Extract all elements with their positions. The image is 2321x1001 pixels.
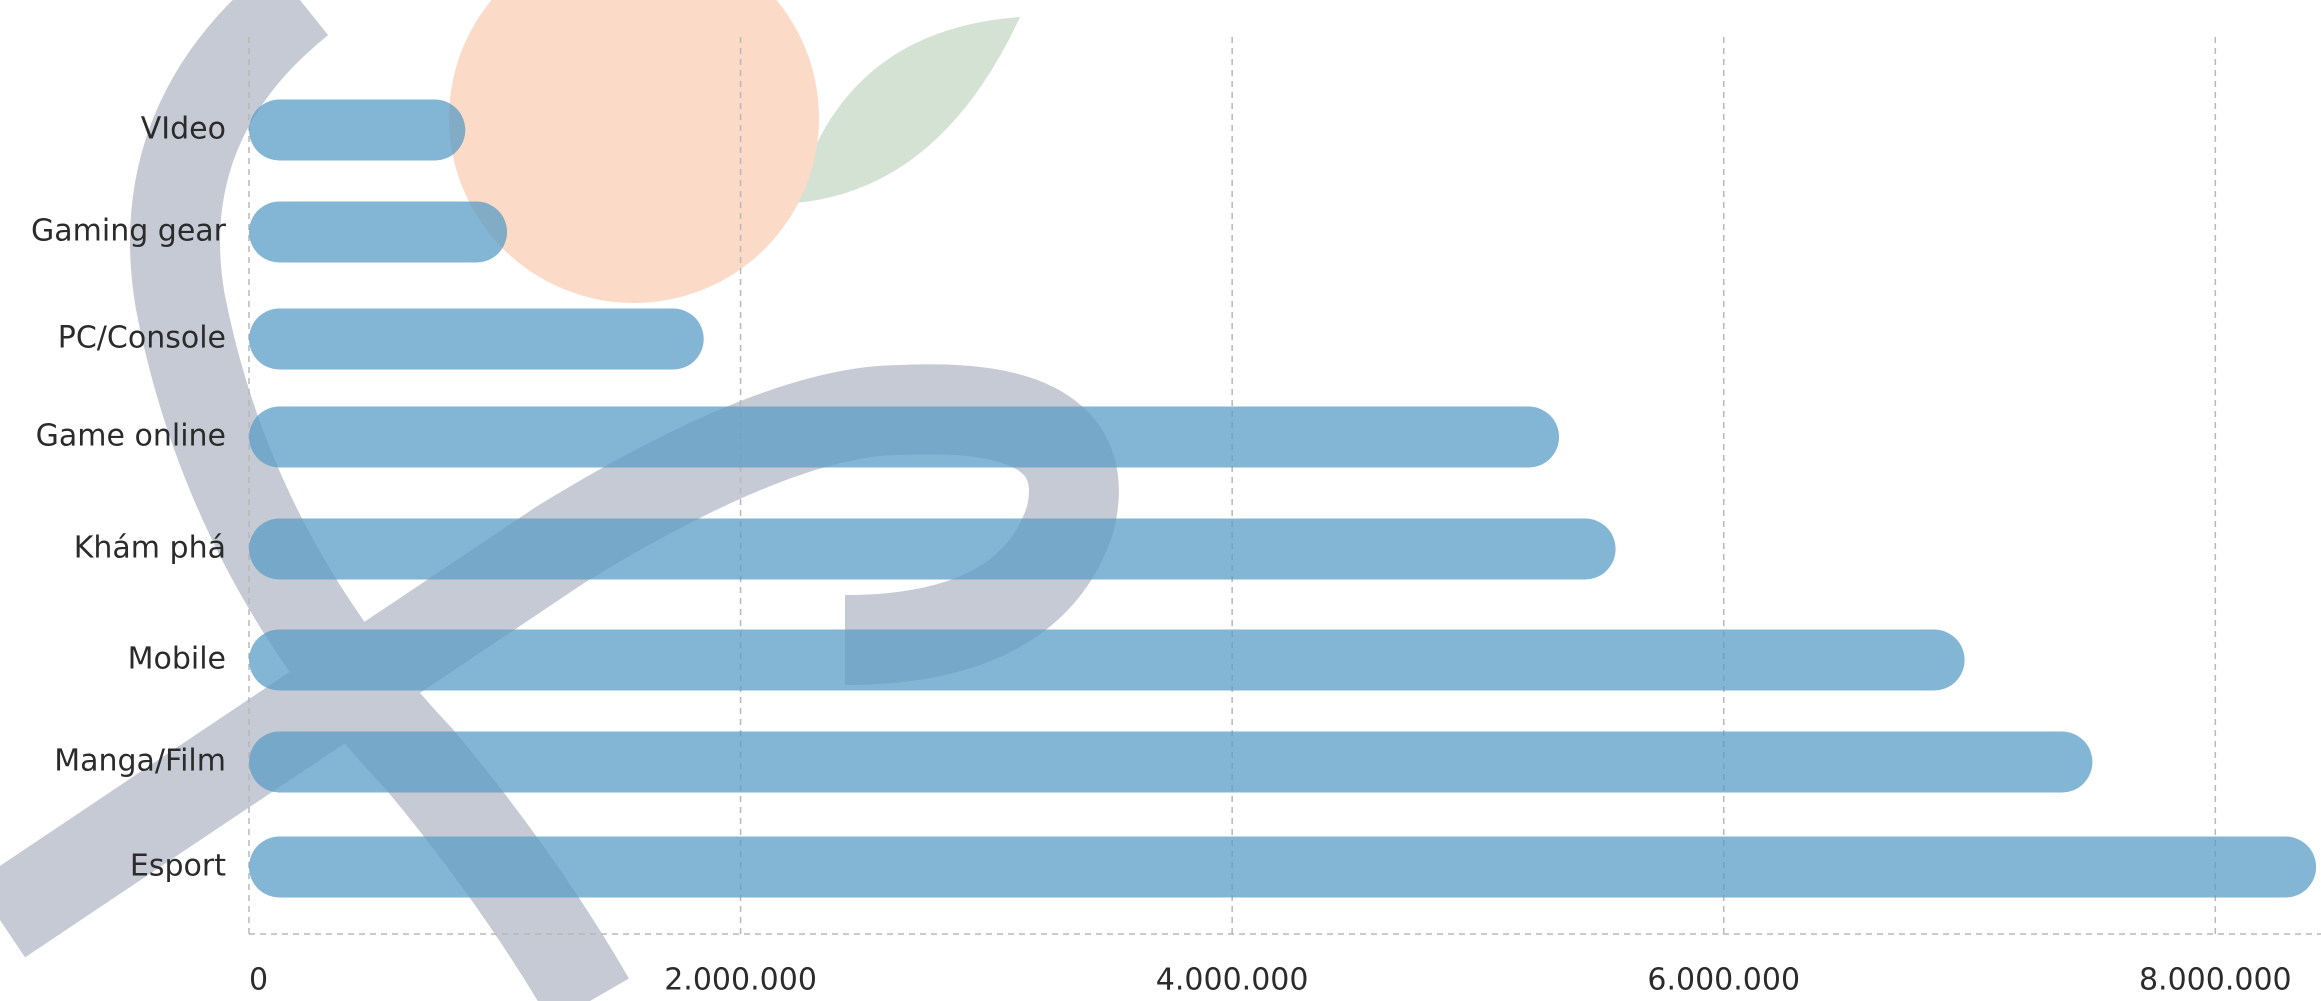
y-tick-label: Khám phá xyxy=(74,531,226,566)
bar xyxy=(249,732,2092,793)
bar xyxy=(249,519,1616,580)
leaf xyxy=(795,17,1020,203)
bar xyxy=(249,837,2316,898)
bar xyxy=(249,202,507,263)
x-tick-label: 8.000.000 xyxy=(2139,963,2292,998)
x-tick-label: 0 xyxy=(249,963,268,998)
x-tick-label: 6.000.000 xyxy=(1647,963,1800,998)
bar xyxy=(249,309,704,370)
page: 0 2.000.000 4.000.000 6.000.000 8.000.000 VId… xyxy=(0,0,2321,1001)
bar xyxy=(249,407,1559,468)
y-tick-label: Game online xyxy=(36,419,226,454)
bar xyxy=(249,630,1965,691)
x-tick-label: 4.000.000 xyxy=(1156,963,1309,998)
chart: 0 2.000.000 4.000.000 6.000.000 8.000.000 VId… xyxy=(0,0,2321,1001)
bar xyxy=(249,100,465,161)
y-tick-label: Gaming gear xyxy=(31,214,227,249)
circle xyxy=(449,0,819,303)
y-tick-label: Mobile xyxy=(128,642,226,677)
y-tick-label: Esport xyxy=(130,849,226,884)
y-tick-label: PC/Console xyxy=(58,321,226,356)
y-tick-label: VIdeo xyxy=(141,112,226,147)
y-tick-label: Manga/Film xyxy=(54,744,226,779)
x-tick-label: 2.000.000 xyxy=(664,963,817,998)
